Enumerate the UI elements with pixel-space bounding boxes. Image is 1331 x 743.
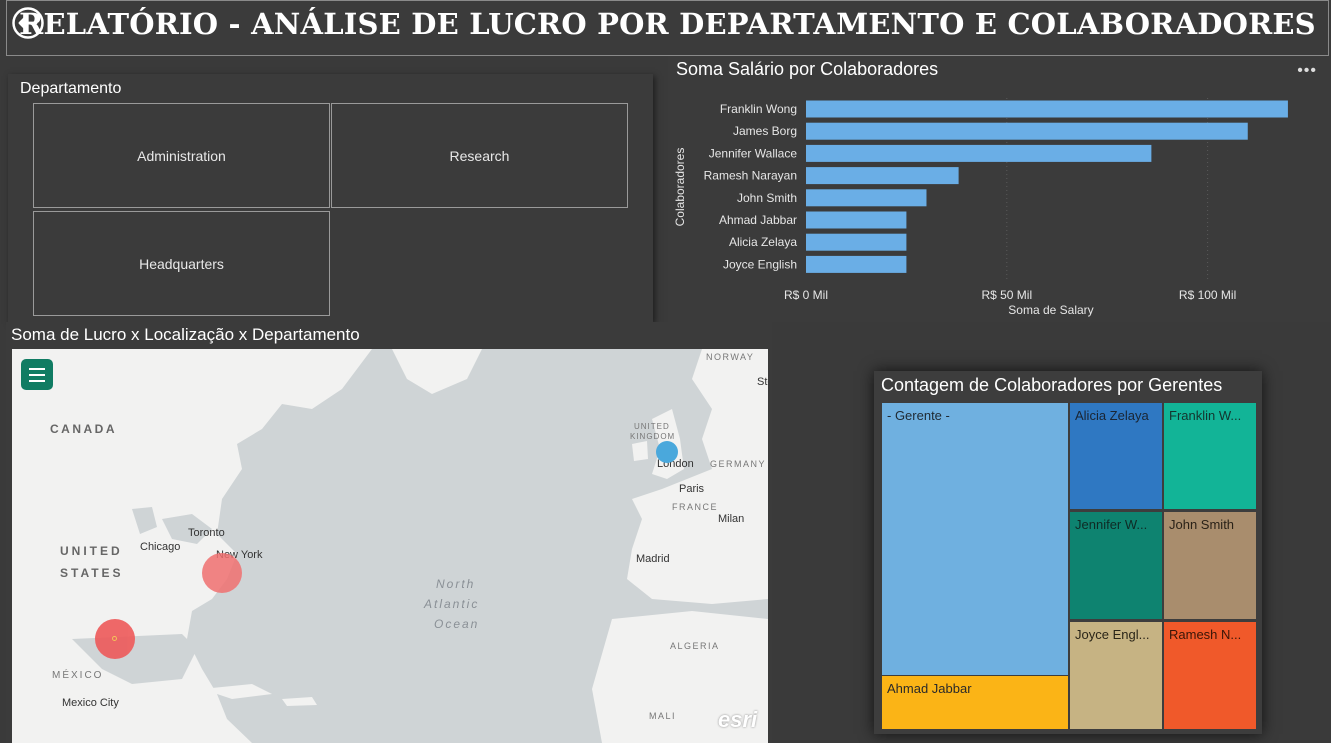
map-canvas[interactable]: CANADA UNITED STATES Chicago Toronto New… bbox=[12, 349, 768, 743]
treemap-title: Contagem de Colaboradores por Gerentes bbox=[881, 375, 1223, 395]
category-label: Joyce English bbox=[723, 257, 797, 271]
treemap-cell-ahmad-jabbar[interactable]: Ahmad Jabbar bbox=[882, 676, 1068, 729]
category-label: John Smith bbox=[737, 191, 797, 205]
map-label-germany: GERMANY bbox=[710, 459, 767, 469]
map-label-sto: Sto bbox=[757, 376, 768, 388]
map-label-mexico-city: Mexico City bbox=[62, 697, 119, 709]
category-label: Jennifer Wallace bbox=[709, 146, 798, 160]
treemap-cell-gerente[interactable]: - Gerente - bbox=[882, 403, 1068, 675]
department-slicer: Departamento Administration Research Hea… bbox=[8, 74, 653, 322]
map-label-madrid: Madrid bbox=[636, 553, 670, 565]
map-label-north: North bbox=[436, 577, 476, 591]
salary-bar-chart-panel: Soma Salário por Colaboradores ••• Frank… bbox=[668, 56, 1331, 322]
map-label-france: FRANCE bbox=[672, 502, 719, 512]
bar[interactable] bbox=[806, 122, 1248, 140]
bar[interactable] bbox=[806, 189, 927, 207]
bar[interactable] bbox=[806, 100, 1288, 118]
bar[interactable] bbox=[806, 167, 959, 185]
bar[interactable] bbox=[806, 144, 1152, 162]
bar[interactable] bbox=[806, 211, 907, 229]
bar[interactable] bbox=[806, 255, 907, 273]
map-bubble-houston[interactable] bbox=[95, 619, 135, 659]
map-title: Soma de Lucro x Localização x Departamen… bbox=[11, 325, 360, 344]
map-label-atlantic: Atlantic bbox=[424, 597, 480, 611]
esri-logo: esri bbox=[718, 707, 758, 732]
category-label: Franklin Wong bbox=[720, 102, 797, 116]
salary-bar-chart: Franklin Wong James Borg Jennifer Wallace R… bbox=[673, 98, 1288, 317]
map-label-states: STATES bbox=[60, 566, 124, 580]
more-options-icon[interactable]: ••• bbox=[1297, 62, 1317, 79]
category-label: Ahmad Jabbar bbox=[719, 213, 797, 227]
x-tick-label: R$ 0 Mil bbox=[784, 288, 828, 302]
bubble-center-dot bbox=[112, 636, 117, 641]
category-label: James Borg bbox=[733, 124, 797, 138]
map-basemap bbox=[12, 349, 768, 743]
treemap-cell-ramesh-narayan[interactable]: Ramesh N... bbox=[1164, 622, 1256, 729]
category-label: Alicia Zelaya bbox=[729, 235, 797, 249]
map-bubble-london[interactable] bbox=[656, 441, 678, 463]
back-arrow-icon[interactable] bbox=[11, 6, 45, 40]
slicer-title: Departamento bbox=[20, 80, 122, 97]
treemap-cell-alicia-zelaya[interactable]: Alicia Zelaya bbox=[1070, 403, 1162, 509]
slicer-tile-research[interactable]: Research bbox=[331, 103, 628, 208]
map-label-toronto: Toronto bbox=[188, 527, 225, 539]
y-axis-title: Colaboradores bbox=[673, 148, 687, 227]
map-label-ocean: Ocean bbox=[434, 617, 480, 631]
map-menu-button[interactable] bbox=[21, 359, 53, 390]
page-title: RELATÓRIO - ANÁLISE DE LUCRO POR DEPARTA… bbox=[19, 7, 1316, 41]
treemap-cell-franklin-wong[interactable]: Franklin W... bbox=[1164, 403, 1256, 509]
slicer-tile-headquarters[interactable]: Headquarters bbox=[33, 211, 330, 316]
map-label-united: UNITED bbox=[60, 544, 123, 558]
manager-treemap-panel: Contagem de Colaboradores por Gerentes -… bbox=[874, 371, 1262, 734]
map-bubble-new-york[interactable] bbox=[202, 553, 242, 593]
treemap-cell-john-smith[interactable]: John Smith bbox=[1164, 512, 1256, 619]
x-axis-title: Soma de Salary bbox=[1008, 303, 1093, 317]
map-label-norway: NORWAY bbox=[706, 352, 755, 362]
treemap-cell-joyce-english[interactable]: Joyce Engl... bbox=[1070, 622, 1162, 729]
map-label-chicago: Chicago bbox=[140, 541, 181, 553]
map-label-algeria: ALGERIA bbox=[670, 641, 720, 651]
map-label-mali: MALI bbox=[649, 711, 677, 721]
map-label-canada: CANADA bbox=[50, 422, 117, 436]
x-tick-label: R$ 100 Mil bbox=[1179, 288, 1236, 302]
chart-title: Soma Salário por Colaboradores bbox=[676, 59, 939, 79]
category-label: Ramesh Narayan bbox=[704, 169, 797, 183]
profit-map-panel: Soma de Lucro x Localização x Departamen… bbox=[6, 322, 772, 743]
x-tick-label: R$ 50 Mil bbox=[981, 288, 1032, 302]
treemap-cell-jennifer-wallace[interactable]: Jennifer W... bbox=[1070, 512, 1162, 619]
bar[interactable] bbox=[806, 233, 907, 251]
map-label-uk-1: UNITED bbox=[634, 422, 670, 431]
slicer-tile-administration[interactable]: Administration bbox=[33, 103, 330, 208]
map-label-uk-2: KINGDOM bbox=[630, 432, 676, 441]
report-header: RELATÓRIO - ANÁLISE DE LUCRO POR DEPARTA… bbox=[6, 0, 1329, 56]
map-label-paris: Paris bbox=[679, 483, 705, 495]
map-label-mexico: MÉXICO bbox=[52, 670, 104, 681]
map-label-milan: Milan bbox=[718, 513, 745, 525]
